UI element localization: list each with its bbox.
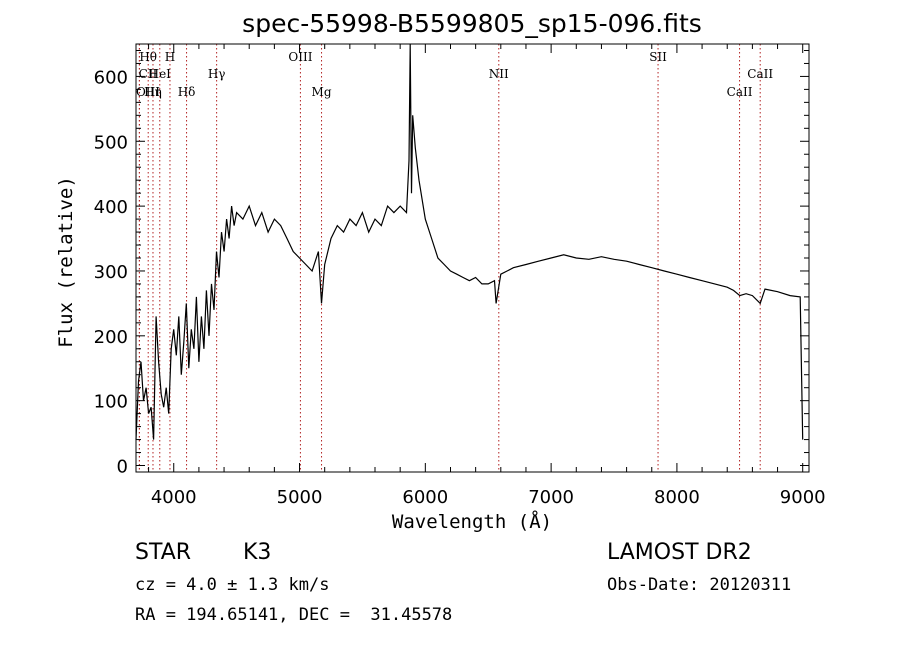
y-tick-label: 400 — [94, 197, 128, 218]
x-tick-label: 9000 — [780, 487, 826, 508]
x-tick-label: 4000 — [151, 487, 197, 508]
x-tick-label: 5000 — [277, 487, 323, 508]
line-label-11: SII — [649, 50, 667, 64]
spectrum-line — [135, 43, 804, 440]
y-tick-label: 500 — [94, 132, 128, 153]
coordinates: RA = 194.65141, DEC = 31.45578 — [135, 605, 453, 625]
x-tick-label: 8000 — [654, 487, 700, 508]
spectrum-chart: spec-55998-B5599805_sp15-096.fits Hθ CII O… — [55, 9, 826, 533]
y-tick-label: 600 — [94, 67, 128, 88]
y-tick-label: 100 — [94, 392, 128, 413]
object-class: STAR — [135, 540, 192, 565]
y-axis-label: Flux (relative) — [55, 176, 77, 348]
line-label-8: OIII — [288, 50, 312, 64]
emission-line-markers — [138, 44, 761, 472]
line-label-5: H — [165, 50, 175, 64]
line-label-10: NII — [489, 67, 509, 81]
chart-title: spec-55998-B5599805_sp15-096.fits — [242, 9, 702, 38]
line-label-3: Hη — [144, 85, 162, 99]
line-label-1: CII — [139, 67, 158, 81]
line-label-9: Mg — [312, 85, 332, 99]
x-tick-label: 7000 — [528, 487, 574, 508]
line-label-13: CaII — [747, 67, 773, 81]
y-axis: 0 100 200 300 400 500 600 — [94, 49, 809, 478]
line-label-4: HeI — [149, 67, 172, 81]
plot-frame — [135, 43, 810, 473]
line-label-7: Hγ — [208, 67, 226, 81]
x-tick-label: 6000 — [402, 487, 448, 508]
line-label-6: Hδ — [178, 85, 196, 99]
x-axis-label: Wavelength (Å) — [392, 510, 552, 533]
observation-date: Obs-Date: 20120311 — [607, 575, 792, 595]
y-tick-label: 200 — [94, 327, 128, 348]
line-label-2: OIII — [136, 85, 160, 99]
y-tick-label: 300 — [94, 262, 128, 283]
line-label-0: Hθ — [139, 50, 157, 64]
survey-name: LAMOST DR2 — [607, 540, 752, 565]
y-tick-label: 0 — [117, 457, 128, 478]
x-axis: 4000 5000 6000 7000 8000 9000 — [148, 44, 826, 508]
object-subclass: K3 — [243, 540, 272, 565]
redshift-velocity: cz = 4.0 ± 1.3 km/s — [135, 575, 330, 595]
line-label-12: CaII — [727, 85, 753, 99]
